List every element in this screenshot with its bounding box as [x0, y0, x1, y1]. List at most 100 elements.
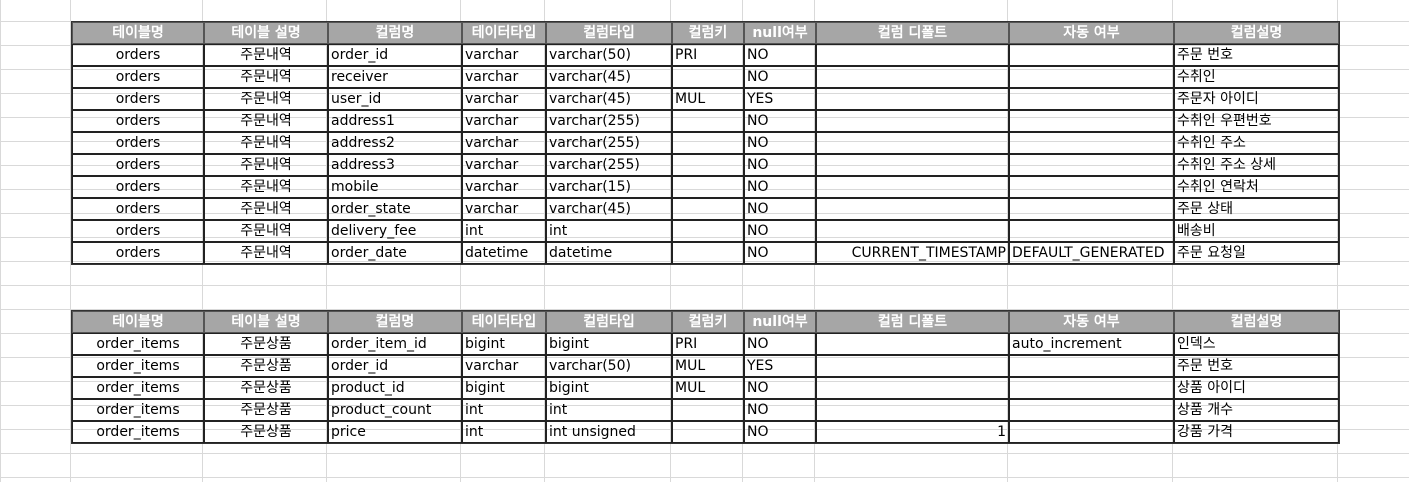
data-type-cell[interactable]: varchar	[462, 176, 546, 198]
column-desc-cell[interactable]: 주문 번호	[1174, 44, 1339, 66]
data-type-cell[interactable]: bigint	[462, 333, 546, 355]
table-name-cell[interactable]: orders	[72, 110, 204, 132]
auto-cell[interactable]	[1009, 66, 1174, 88]
nullable-cell[interactable]: NO	[744, 220, 816, 242]
table-name-cell[interactable]: orders	[72, 220, 204, 242]
column-type-cell[interactable]: int	[546, 399, 672, 421]
table-name-cell[interactable]: orders	[72, 88, 204, 110]
nullable-cell[interactable]: YES	[744, 88, 816, 110]
table-desc-cell[interactable]: 주문내역	[204, 198, 328, 220]
column-name-cell[interactable]: product_id	[328, 377, 462, 399]
table-name-cell[interactable]: order_items	[72, 355, 204, 377]
column-type-cell[interactable]: varchar(255)	[546, 110, 672, 132]
table-desc-cell[interactable]: 주문상품	[204, 421, 328, 443]
nullable-cell[interactable]: NO	[744, 198, 816, 220]
data-type-cell[interactable]: int	[462, 421, 546, 443]
column-desc-cell[interactable]: 수취인 주소	[1174, 132, 1339, 154]
table-name-cell[interactable]: orders	[72, 132, 204, 154]
nullable-cell[interactable]: NO	[744, 154, 816, 176]
column-key-cell[interactable]: MUL	[672, 377, 744, 399]
column-header[interactable]: 테이터타입	[462, 311, 546, 333]
column-desc-cell[interactable]: 주문 요청일	[1174, 242, 1339, 264]
nullable-cell[interactable]: NO	[744, 377, 816, 399]
table-name-cell[interactable]: orders	[72, 198, 204, 220]
column-type-cell[interactable]: int	[546, 220, 672, 242]
column-header[interactable]: 컬럼명	[328, 22, 462, 44]
column-default-cell[interactable]	[816, 88, 1009, 110]
column-name-cell[interactable]: price	[328, 421, 462, 443]
auto-cell[interactable]	[1009, 88, 1174, 110]
column-default-cell[interactable]	[816, 110, 1009, 132]
table-name-cell[interactable]: order_items	[72, 333, 204, 355]
column-header[interactable]: 컬럼 디폴트	[816, 311, 1009, 333]
column-default-cell[interactable]	[816, 132, 1009, 154]
column-name-cell[interactable]: receiver	[328, 66, 462, 88]
column-default-cell[interactable]	[816, 154, 1009, 176]
table-desc-cell[interactable]: 주문내역	[204, 88, 328, 110]
column-header[interactable]: 컬럼설명	[1174, 22, 1339, 44]
data-type-cell[interactable]: int	[462, 399, 546, 421]
column-key-cell[interactable]: MUL	[672, 355, 744, 377]
column-type-cell[interactable]: int unsigned	[546, 421, 672, 443]
column-type-cell[interactable]: varchar(255)	[546, 154, 672, 176]
column-name-cell[interactable]: order_state	[328, 198, 462, 220]
data-type-cell[interactable]: varchar	[462, 154, 546, 176]
auto-cell[interactable]	[1009, 377, 1174, 399]
column-key-cell[interactable]	[672, 66, 744, 88]
table-name-cell[interactable]: orders	[72, 154, 204, 176]
column-default-cell[interactable]	[816, 377, 1009, 399]
nullable-cell[interactable]: YES	[744, 355, 816, 377]
column-default-cell[interactable]: CURRENT_TIMESTAMP	[816, 242, 1009, 264]
column-default-cell[interactable]	[816, 399, 1009, 421]
column-key-cell[interactable]	[672, 110, 744, 132]
nullable-cell[interactable]: NO	[744, 132, 816, 154]
column-type-cell[interactable]: varchar(45)	[546, 198, 672, 220]
column-header[interactable]: 테이블 설명	[204, 22, 328, 44]
column-header[interactable]: 테이블명	[72, 311, 204, 333]
column-name-cell[interactable]: mobile	[328, 176, 462, 198]
table-name-cell[interactable]: orders	[72, 176, 204, 198]
column-key-cell[interactable]	[672, 242, 744, 264]
data-type-cell[interactable]: varchar	[462, 44, 546, 66]
table-name-cell[interactable]: order_items	[72, 377, 204, 399]
column-header[interactable]: 테이터타입	[462, 22, 546, 44]
column-name-cell[interactable]: order_item_id	[328, 333, 462, 355]
column-name-cell[interactable]: order_id	[328, 44, 462, 66]
data-type-cell[interactable]: varchar	[462, 198, 546, 220]
data-type-cell[interactable]: varchar	[462, 66, 546, 88]
column-desc-cell[interactable]: 강품 가격	[1174, 421, 1339, 443]
auto-cell[interactable]	[1009, 220, 1174, 242]
column-default-cell[interactable]	[816, 66, 1009, 88]
column-header[interactable]: 컬럼타입	[546, 311, 672, 333]
column-header[interactable]: null여부	[744, 311, 816, 333]
table-name-cell[interactable]: orders	[72, 66, 204, 88]
table-desc-cell[interactable]: 주문상품	[204, 377, 328, 399]
table-name-cell[interactable]: order_items	[72, 399, 204, 421]
column-header[interactable]: null여부	[744, 22, 816, 44]
column-type-cell[interactable]: varchar(255)	[546, 132, 672, 154]
column-name-cell[interactable]: order_id	[328, 355, 462, 377]
column-header[interactable]: 테이블명	[72, 22, 204, 44]
column-key-cell[interactable]	[672, 198, 744, 220]
auto-cell[interactable]	[1009, 110, 1174, 132]
column-name-cell[interactable]: address3	[328, 154, 462, 176]
column-name-cell[interactable]: delivery_fee	[328, 220, 462, 242]
table-name-cell[interactable]: orders	[72, 44, 204, 66]
auto-cell[interactable]	[1009, 421, 1174, 443]
table-desc-cell[interactable]: 주문상품	[204, 355, 328, 377]
table-desc-cell[interactable]: 주문내역	[204, 242, 328, 264]
table-name-cell[interactable]: order_items	[72, 421, 204, 443]
column-type-cell[interactable]: bigint	[546, 377, 672, 399]
column-desc-cell[interactable]: 상품 개수	[1174, 399, 1339, 421]
data-type-cell[interactable]: bigint	[462, 377, 546, 399]
column-name-cell[interactable]: product_count	[328, 399, 462, 421]
column-desc-cell[interactable]: 수취인 주소 상세	[1174, 154, 1339, 176]
column-key-cell[interactable]: MUL	[672, 88, 744, 110]
column-desc-cell[interactable]: 인덱스	[1174, 333, 1339, 355]
auto-cell[interactable]: DEFAULT_GENERATED	[1009, 242, 1174, 264]
column-header[interactable]: 컬럼명	[328, 311, 462, 333]
nullable-cell[interactable]: NO	[744, 176, 816, 198]
column-header[interactable]: 컬럼키	[672, 22, 744, 44]
auto-cell[interactable]	[1009, 355, 1174, 377]
data-type-cell[interactable]: int	[462, 220, 546, 242]
